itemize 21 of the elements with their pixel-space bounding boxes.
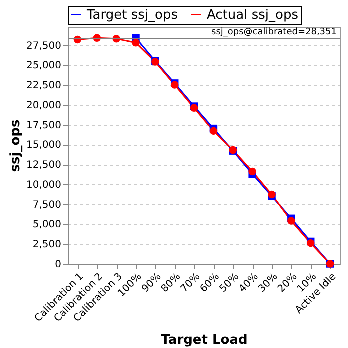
- y-tick-label: 5,000: [32, 220, 62, 231]
- y-tick-label: 12,500: [26, 160, 62, 172]
- point: [132, 39, 140, 47]
- x-axis-title: Target Load: [161, 332, 248, 348]
- ref-line-label: ssj_ops@calibrated=28,351: [212, 28, 337, 38]
- point: [210, 127, 218, 136]
- y-tick-label: 0: [55, 260, 62, 270]
- point: [288, 217, 296, 225]
- y-tick-label: 20,000: [26, 100, 62, 112]
- y-tick-label: 15,000: [26, 140, 62, 152]
- point: [248, 168, 256, 176]
- y-tick-label: 27,500: [26, 40, 62, 52]
- y-tick-label: 7,500: [32, 200, 62, 211]
- y-axis-title: ssj_ops: [8, 120, 24, 172]
- y-tick-label: 2,500: [32, 240, 62, 251]
- y-tick-label: 10,000: [26, 180, 62, 191]
- legend-label: Actual ssj_ops: [207, 8, 299, 23]
- legend-label: Target ssj_ops: [86, 8, 178, 23]
- y-tick-label: 22,500: [26, 80, 62, 92]
- y-tick-label: 25,000: [26, 60, 62, 72]
- y-tick-label: 17,500: [26, 120, 62, 132]
